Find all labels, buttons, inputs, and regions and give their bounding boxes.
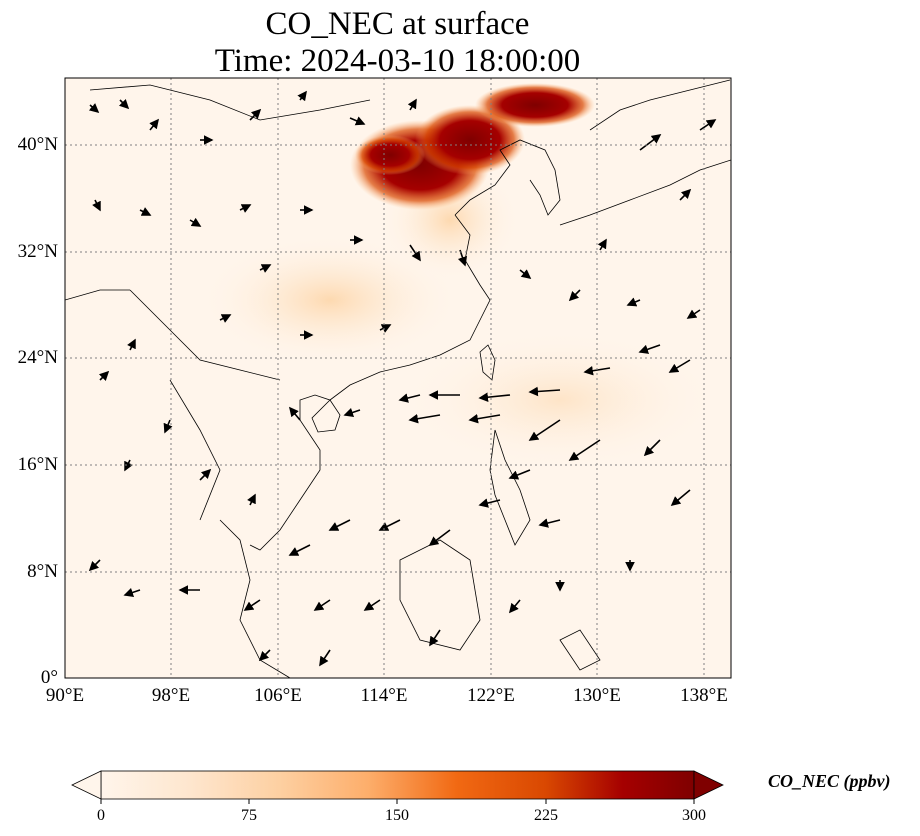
colorbar-tick-150: 150 — [385, 807, 409, 824]
wind-vectors — [88, 90, 717, 667]
y-tick-0: 0° — [40, 667, 58, 688]
coastlines — [65, 79, 731, 678]
x-tick-90e: 90°E — [45, 685, 85, 706]
x-tick-122e: 122°E — [467, 685, 515, 706]
chart-title-line1: CO_NEC at surface — [265, 6, 530, 42]
gridlines — [65, 78, 731, 678]
colorbar-tick-75: 75 — [241, 807, 257, 824]
y-tick-40n: 40°N — [17, 134, 58, 155]
colorbar — [71, 770, 724, 804]
x-tick-98e: 98°E — [151, 685, 191, 706]
y-tick-16n: 16°N — [17, 454, 58, 475]
colorbar-tick-300: 300 — [682, 807, 706, 824]
colorbar-tick-0: 0 — [97, 807, 105, 824]
x-tick-130e: 130°E — [573, 685, 621, 706]
map-field — [65, 78, 731, 678]
y-tick-8n: 8°N — [27, 561, 58, 582]
x-tick-106e: 106°E — [254, 685, 302, 706]
y-tick-24n: 24°N — [17, 347, 58, 368]
map-frame — [64, 77, 732, 679]
x-tick-138e: 138°E — [680, 685, 728, 706]
colorbar-tick-225: 225 — [534, 807, 558, 824]
chart-title-line2: Time: 2024-03-10 18:00:00 — [214, 43, 581, 79]
y-tick-32n: 32°N — [17, 241, 58, 262]
colorbar-label: CO_NEC (ppbv) — [768, 771, 891, 791]
x-tick-114e: 114°E — [360, 685, 408, 706]
